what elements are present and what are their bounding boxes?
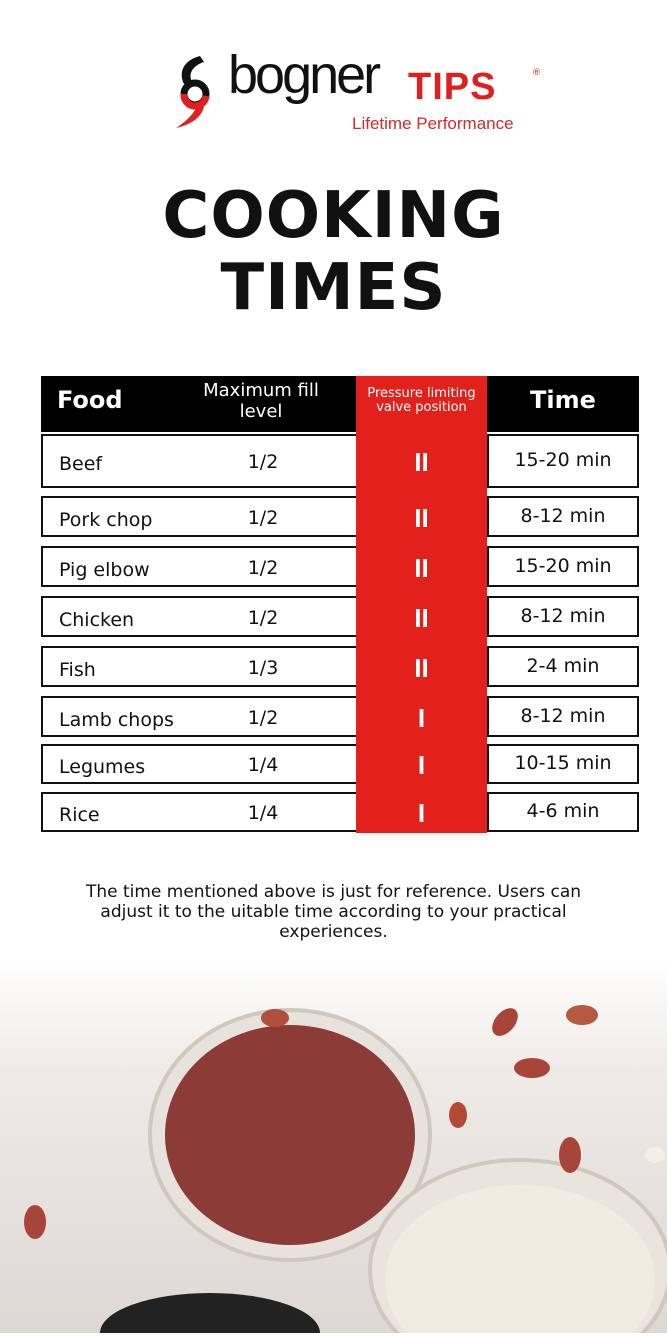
row-left-box: Legumes 1/4 [41, 744, 356, 784]
page-title: COOKING TIMES [0, 180, 667, 324]
cook-time: 10-15 min [514, 752, 612, 774]
cook-time: 15-20 min [514, 449, 612, 471]
table-row: Beef 1/2 II 15-20 min [41, 434, 639, 488]
fill-level: 1/4 [247, 802, 279, 824]
row-right-box: 8-12 min [487, 596, 639, 637]
title-line-1: COOKING [162, 179, 505, 253]
row-right-box: 4-6 min [487, 792, 639, 832]
cook-time: 8-12 min [520, 705, 606, 727]
table-row: Chicken 1/2 II 8-12 min [41, 596, 639, 637]
food-name: Rice [59, 804, 100, 826]
valve-position: II [414, 553, 429, 583]
row-right-box: 8-12 min [487, 696, 639, 737]
registered-mark: ® [532, 68, 541, 78]
header-time: Time [530, 386, 596, 414]
title-line-2: TIMES [220, 251, 447, 325]
row-left-box: Pork chop 1/2 [41, 496, 356, 537]
row-left-box: Rice 1/4 [41, 792, 356, 832]
food-name: Legumes [59, 756, 146, 778]
valve-column [356, 376, 487, 833]
logo-swirl-icon [176, 56, 210, 128]
fill-level: 1/3 [247, 657, 279, 679]
cook-time: 4-6 min [526, 800, 600, 822]
beans-photo [0, 960, 667, 1337]
header-fill: Maximum fill level [203, 380, 319, 422]
table-header-left: Food Maximum fill level [41, 376, 356, 432]
row-right-box: 8-12 min [487, 496, 639, 537]
table-row: Lamb chops 1/2 I 8-12 min [41, 696, 639, 737]
beans-image [24, 1005, 667, 1337]
row-right-box: 15-20 min [487, 434, 639, 488]
fill-level: 1/2 [247, 451, 279, 473]
row-right-box: 15-20 min [487, 546, 639, 587]
header-valve: Pressure limiting valve position [367, 386, 476, 415]
cook-time: 8-12 min [520, 505, 606, 527]
food-name: Chicken [59, 609, 135, 631]
logo-brand: bogner [228, 45, 381, 105]
table-row: Legumes 1/4 I 10-15 min [41, 744, 639, 784]
valve-position: I [417, 750, 426, 780]
table-header-right: Time [487, 376, 639, 432]
food-name: Pork chop [59, 509, 153, 531]
fill-level: 1/2 [247, 607, 279, 629]
fill-level: 1/2 [247, 557, 279, 579]
cook-time: 8-12 min [520, 605, 606, 627]
cook-time: 2-4 min [526, 655, 600, 677]
food-name: Pig elbow [59, 559, 150, 581]
row-left-box: Lamb chops 1/2 [41, 696, 356, 737]
row-left-box: Beef 1/2 [41, 434, 356, 488]
reference-note: The time mentioned above is just for ref… [85, 882, 582, 942]
valve-position: II [414, 653, 429, 683]
food-name: Fish [59, 659, 96, 681]
table-row: Pig elbow 1/2 II 15-20 min [41, 546, 639, 587]
valve-position: I [417, 798, 426, 828]
row-left-box: Chicken 1/2 [41, 596, 356, 637]
food-name: Lamb chops [59, 709, 174, 731]
fill-level: 1/2 [247, 507, 279, 529]
table-row: Fish 1/3 II 2-4 min [41, 646, 639, 687]
valve-position: II [414, 503, 429, 533]
logo: bogner TIPS ® Lifetime Performance [170, 45, 550, 142]
row-right-box: 10-15 min [487, 744, 639, 784]
fill-level: 1/4 [247, 754, 279, 776]
row-left-box: Fish 1/3 [41, 646, 356, 687]
row-right-box: 2-4 min [487, 646, 639, 687]
valve-position: II [414, 603, 429, 633]
logo-accent: TIPS [408, 66, 497, 108]
food-name: Beef [59, 453, 103, 475]
header-food: Food [57, 386, 123, 414]
cook-time: 15-20 min [514, 555, 612, 577]
table-row: Pork chop 1/2 II 8-12 min [41, 496, 639, 537]
valve-position: II [414, 447, 429, 477]
valve-position: I [417, 703, 426, 733]
fill-level: 1/2 [247, 707, 279, 729]
logo-tagline: Lifetime Performance [352, 114, 514, 133]
row-left-box: Pig elbow 1/2 [41, 546, 356, 587]
table-row: Rice 1/4 I 4-6 min [41, 792, 639, 832]
